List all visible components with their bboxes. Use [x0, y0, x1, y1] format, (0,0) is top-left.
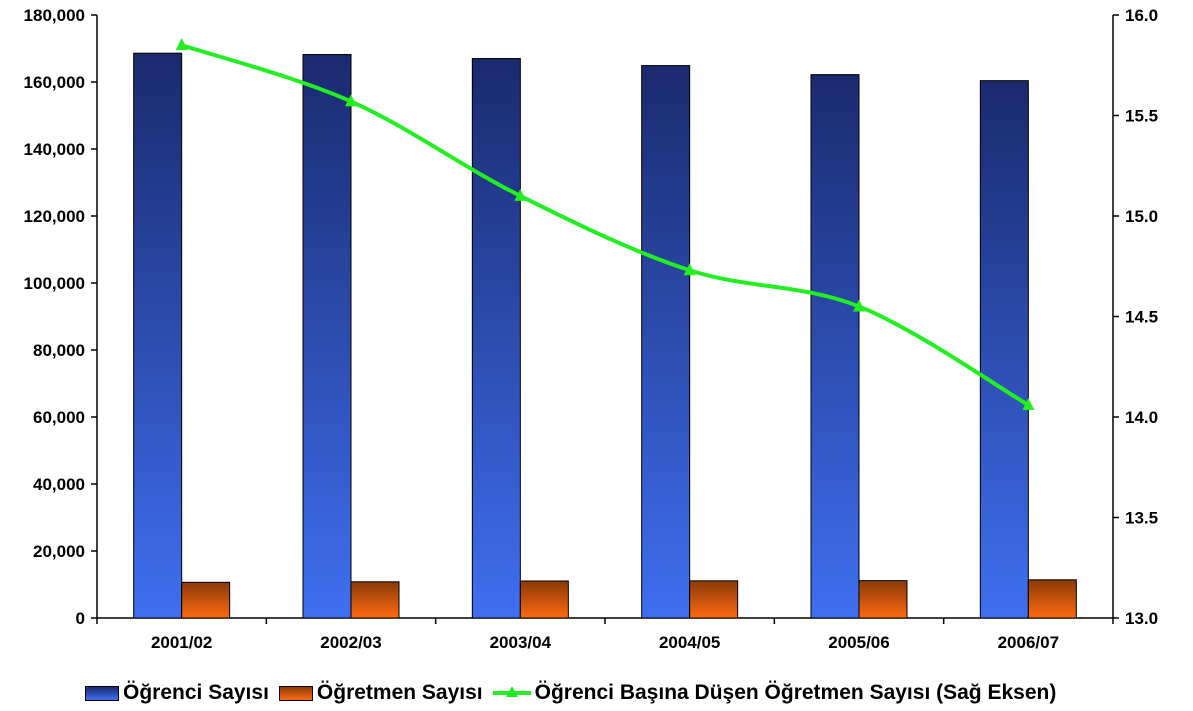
legend-label-ogretmen: Öğretmen Sayısı	[316, 681, 483, 704]
bar-ogretmen-sayisi	[858, 580, 908, 619]
right-tick-label: 13.0	[1125, 609, 1158, 628]
right-tick-label: 15.0	[1125, 207, 1158, 226]
line-point-marker	[683, 263, 696, 276]
left-tick-label: 60,000	[33, 408, 85, 427]
legend-swatch-ogrenci	[85, 685, 119, 701]
legend-swatch-line	[492, 684, 531, 702]
right-tick-label: 14.5	[1125, 308, 1158, 327]
bar-ogretmen-sayisi	[689, 580, 739, 619]
legend-label-oran: Öğrenci Başına Düşen Öğretmen Sayısı (Sa…	[534, 681, 1057, 704]
x-tick-label: 2001/02	[151, 633, 212, 652]
line-ogrenci-basina-ogretmen	[181, 43, 1030, 407]
left-tick-label: 40,000	[33, 475, 85, 494]
legend-item-oran: Öğrenci Başına Düşen Öğretmen Sayısı (Sa…	[492, 681, 1057, 705]
left-tick-label: 160,000	[24, 73, 85, 92]
bar-ogrenci-sayisi	[641, 65, 691, 619]
line-point-marker	[514, 188, 527, 201]
left-tick-label: 0	[76, 609, 85, 628]
bar-ogretmen-sayisi	[519, 580, 569, 619]
left-tick-label: 20,000	[33, 542, 85, 561]
bar-ogrenci-sayisi	[471, 58, 521, 619]
bar-ogrenci-sayisi	[302, 54, 352, 619]
left-tick-label: 80,000	[33, 341, 85, 360]
right-tick-label: 16.0	[1125, 6, 1158, 25]
x-tick-label: 2002/03	[320, 633, 381, 652]
legend-item-ogrenci-sayisi: Öğrenci Sayısı	[85, 681, 269, 705]
bar-ogrenci-sayisi	[133, 52, 183, 619]
right-tick-label: 15.5	[1125, 107, 1158, 126]
line-point-marker	[1022, 397, 1035, 410]
left-tick-label: 100,000	[24, 274, 85, 293]
legend-item-ogretmen-sayisi: Öğretmen Sayısı	[278, 681, 483, 705]
x-tick-label: 2005/06	[828, 633, 889, 652]
legend-swatch-ogretmen	[278, 685, 313, 701]
legend-label-ogrenci: Öğrenci Sayısı	[123, 681, 269, 704]
bar-ogretmen-sayisi	[350, 581, 400, 619]
x-tick-label: 2006/07	[998, 633, 1059, 652]
left-tick-label: 140,000	[24, 140, 85, 159]
right-tick-label: 14.0	[1125, 408, 1158, 427]
legend: Öğrenci Sayısı Öğretmen Sayısı Öğrenci B…	[85, 676, 1193, 710]
line-point-marker	[853, 299, 865, 312]
x-tick-label: 2003/04	[490, 633, 552, 652]
bar-ogrenci-sayisi	[979, 80, 1029, 619]
line-point-marker	[175, 38, 188, 51]
line-point-marker	[345, 94, 357, 107]
right-tick-label: 13.5	[1125, 509, 1158, 528]
bar-ogrenci-sayisi	[810, 74, 860, 619]
left-tick-label: 180,000	[24, 6, 85, 25]
bar-ogretmen-sayisi	[181, 581, 231, 619]
left-tick-label: 120,000	[24, 207, 85, 226]
x-tick-label: 2004/05	[659, 633, 720, 652]
bar-ogretmen-sayisi	[1027, 579, 1077, 619]
